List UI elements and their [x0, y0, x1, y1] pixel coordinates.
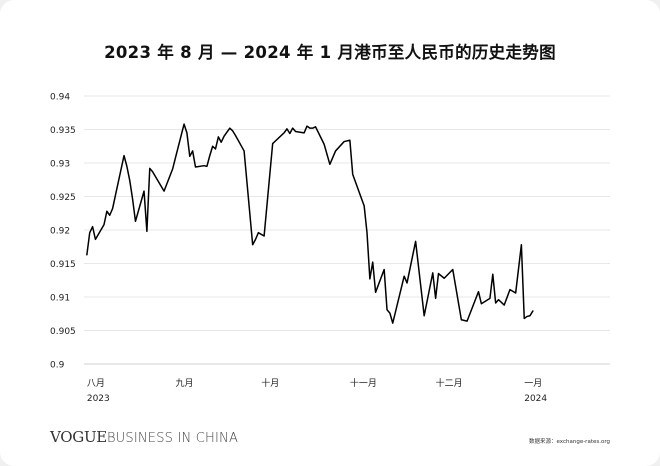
x-tick-sublabel: 2024 — [524, 394, 547, 404]
series-line — [86, 123, 534, 324]
brand-logo: VOGUEBUSINESS IN CHINA — [50, 428, 238, 446]
y-tick-label: 0.905 — [50, 327, 76, 337]
y-tick-label: 0.9 — [50, 361, 65, 371]
x-axis-ticks: 八月 2023 九月 十月 十一月 十二月 一月 2024 — [87, 377, 548, 404]
brand-vogue: VOGUE — [50, 428, 107, 446]
x-tick-label: 八月 — [87, 378, 105, 389]
y-tick-label: 0.935 — [50, 126, 76, 136]
series-layer — [86, 123, 534, 324]
x-tick-sublabel: 2023 — [87, 394, 110, 404]
chart-title: 2023 年 8 月 — 2024 年 1 月港币至人民币的历史走势图 — [104, 43, 556, 62]
x-tick-label: 十二月 — [436, 377, 463, 389]
gridlines — [84, 95, 610, 365]
brand-business-in-china: BUSINESS IN CHINA — [106, 431, 239, 446]
source-note: 数据来源：exchange-rates.org — [529, 439, 610, 445]
y-tick-label: 0.94 — [50, 93, 70, 103]
y-tick-label: 0.91 — [50, 294, 70, 304]
x-tick-label: 一月 — [524, 378, 542, 389]
x-tick-label: 九月 — [175, 378, 193, 389]
y-axis-ticks: 0.9 0.905 0.91 0.915 0.92 0.925 0.93 0.935 0.94 — [50, 93, 76, 371]
y-tick-label: 0.93 — [50, 160, 70, 170]
y-tick-label: 0.92 — [50, 227, 70, 237]
x-tick-label: 十一月 — [350, 377, 377, 389]
x-tick-label: 十月 — [261, 377, 279, 389]
y-tick-label: 0.915 — [50, 260, 76, 270]
y-tick-label: 0.925 — [50, 193, 76, 203]
